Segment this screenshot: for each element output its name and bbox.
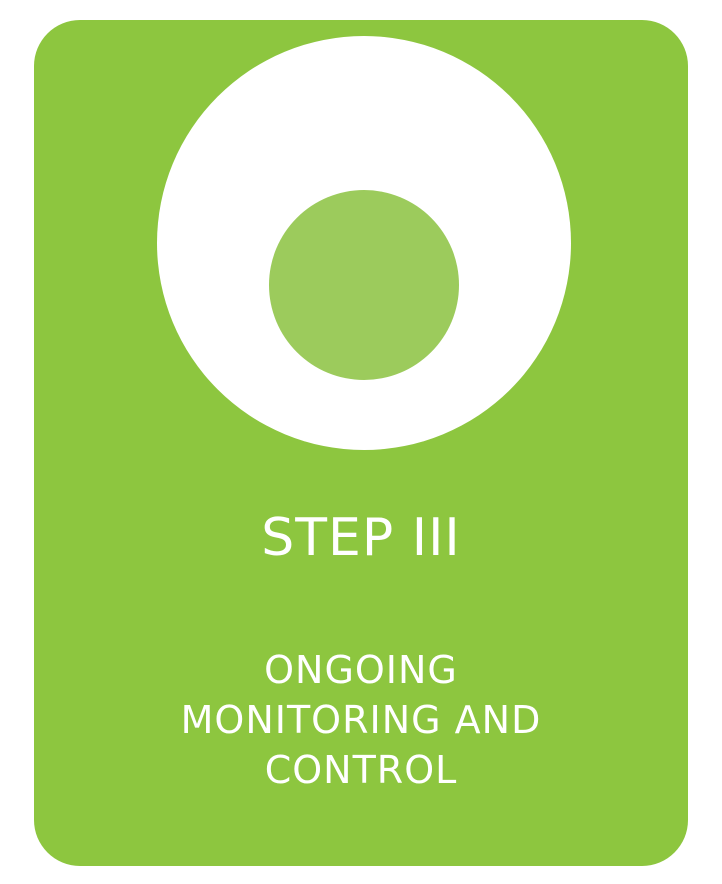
- step-subtitle: ONGOING MONITORING AND CONTROL: [34, 645, 688, 795]
- circle-center-dot: [269, 190, 459, 380]
- subtitle-line-1: ONGOING: [264, 648, 458, 692]
- circle-target-icon: [157, 36, 571, 450]
- step-title: STEP III: [261, 508, 461, 568]
- subtitle-line-2: MONITORING AND: [180, 698, 542, 742]
- subtitle-line-3: CONTROL: [264, 748, 458, 792]
- step-card: STEP III ONGOING MONITORING AND CONTROL: [34, 20, 688, 866]
